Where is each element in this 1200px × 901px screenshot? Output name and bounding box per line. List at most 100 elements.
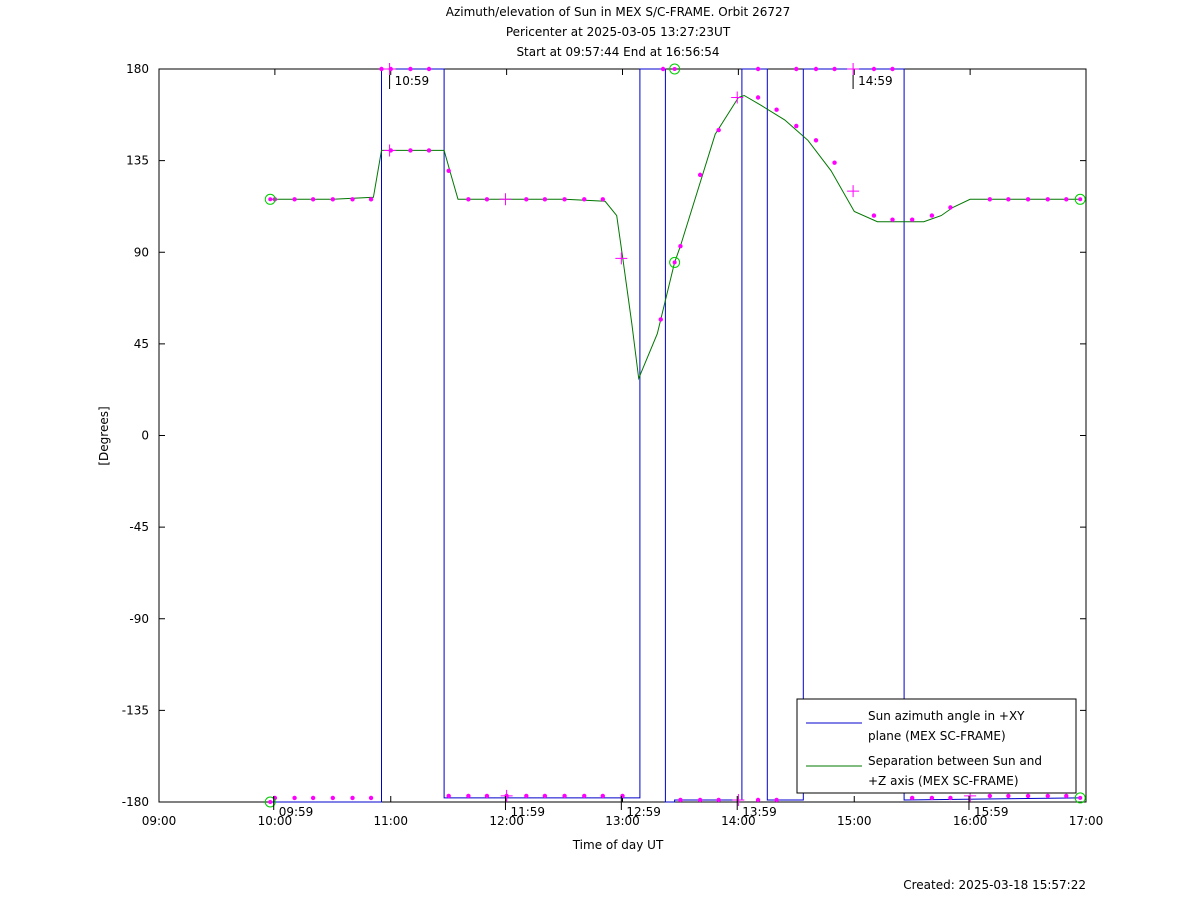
x-tick-label: 12:00	[489, 814, 524, 828]
data-point-marker	[330, 795, 336, 801]
data-point-marker	[408, 148, 413, 153]
hour-cross-marker	[499, 193, 512, 206]
data-point-marker	[582, 197, 587, 202]
data-point-marker	[813, 138, 819, 143]
x-tick-label: 09:00	[142, 814, 177, 828]
data-point-marker	[987, 197, 993, 202]
data-point-marker	[368, 197, 374, 202]
x-tick-label: 10:00	[258, 814, 293, 828]
data-point-marker	[1045, 793, 1050, 799]
data-point-marker	[562, 197, 567, 202]
time-annotation: 11:59	[510, 805, 545, 819]
data-point-marker	[1064, 197, 1069, 202]
legend-label-separation-2: +Z axis (MEX SC-FRAME)	[868, 774, 1019, 788]
created-timestamp: Created: 2025-03-18 15:57:22	[903, 878, 1086, 892]
data-point-marker	[1064, 793, 1069, 799]
data-point-marker	[524, 793, 529, 799]
data-point-marker	[871, 66, 877, 72]
data-point-marker	[948, 205, 953, 210]
endpoint-dot	[268, 197, 273, 202]
endpoint-dot	[1078, 795, 1083, 800]
data-point-marker	[813, 66, 819, 72]
data-point-marker	[330, 197, 336, 202]
data-point-marker	[871, 213, 877, 218]
data-point-marker	[716, 127, 721, 133]
hour-cross-marker	[383, 63, 396, 75]
data-point-marker	[600, 793, 606, 799]
data-point-marker	[310, 795, 316, 801]
data-point-marker	[929, 213, 935, 218]
data-point-marker	[446, 793, 451, 799]
data-point-marker	[832, 160, 837, 165]
data-point-marker	[600, 197, 606, 202]
x-tick-label: 17:00	[1069, 814, 1104, 828]
data-point-marker	[658, 317, 663, 322]
data-point-marker	[755, 797, 761, 803]
y-tick-label: 45	[134, 337, 149, 351]
data-point-marker	[774, 797, 779, 803]
data-point-marker	[350, 795, 355, 801]
data-point-marker	[542, 197, 548, 202]
y-tick-label: -180	[122, 795, 149, 809]
endpoint-circle	[264, 796, 276, 808]
data-point-marker	[794, 66, 799, 72]
x-tick-label: 14:00	[721, 814, 756, 828]
endpoint-circle	[1074, 193, 1086, 205]
data-point-marker	[660, 66, 666, 72]
legend-box	[796, 698, 1077, 794]
hour-cross-marker	[615, 252, 628, 265]
time-annotation: 13:59	[742, 805, 777, 819]
series-layer	[270, 68, 1081, 803]
time-annotation: 12:59	[626, 805, 661, 819]
y-tick-label: 180	[126, 62, 149, 76]
data-point-marker	[562, 793, 567, 799]
data-point-marker	[1045, 197, 1050, 202]
endpoint-dot	[672, 260, 677, 265]
plot-area	[158, 68, 1087, 803]
data-point-marker	[909, 217, 915, 222]
data-point-marker	[832, 66, 837, 72]
data-point-marker	[909, 795, 915, 801]
endpoint-dot	[268, 800, 273, 804]
legend-label-azimuth-2: plane (MEX SC-FRAME)	[868, 729, 1006, 743]
data-point-marker	[292, 197, 297, 202]
hour-cross-marker	[731, 91, 744, 104]
time-annotation: 09:59	[279, 805, 314, 819]
data-point-marker	[466, 197, 471, 202]
hour-cross-marker	[847, 185, 860, 198]
data-point-marker	[446, 168, 451, 174]
hour-cross-marker	[383, 144, 396, 157]
data-point-marker	[1025, 793, 1031, 799]
data-point-marker	[408, 66, 413, 72]
x-tick-label: 16:00	[953, 814, 988, 828]
endpoint-circle	[669, 256, 681, 268]
data-point-marker	[426, 66, 432, 72]
data-point-marker	[987, 793, 993, 799]
hour-cross-marker	[732, 793, 745, 806]
data-point-marker	[484, 197, 490, 202]
x-tick-label: 13:00	[605, 814, 640, 828]
data-point-marker	[1025, 197, 1031, 202]
time-annotation: 10:59	[395, 74, 430, 88]
data-point-marker	[379, 66, 384, 72]
y-tick-label: 135	[126, 154, 149, 168]
data-point-marker	[426, 148, 432, 153]
legend: Sun azimuth angle in +XY plane (MEX SC-F…	[796, 698, 1077, 794]
hour-cross-marker	[847, 63, 860, 75]
data-point-marker	[524, 197, 529, 202]
data-point-marker	[310, 197, 316, 202]
data-point-marker	[716, 797, 721, 803]
data-point-marker	[697, 172, 703, 178]
data-point-marker	[929, 795, 935, 801]
data-point-marker	[1006, 793, 1011, 799]
time-annotation: 15:59	[974, 805, 1009, 819]
data-point-marker	[292, 795, 297, 801]
x-tick-label: 15:00	[837, 814, 872, 828]
data-point-marker	[697, 797, 703, 803]
legend-label-azimuth-1: Sun azimuth angle in +XY	[868, 709, 1025, 723]
y-tick-label: -135	[122, 703, 149, 717]
data-point-marker	[484, 793, 490, 799]
endpoint-circle	[264, 193, 276, 205]
marker-layer	[264, 63, 1086, 808]
